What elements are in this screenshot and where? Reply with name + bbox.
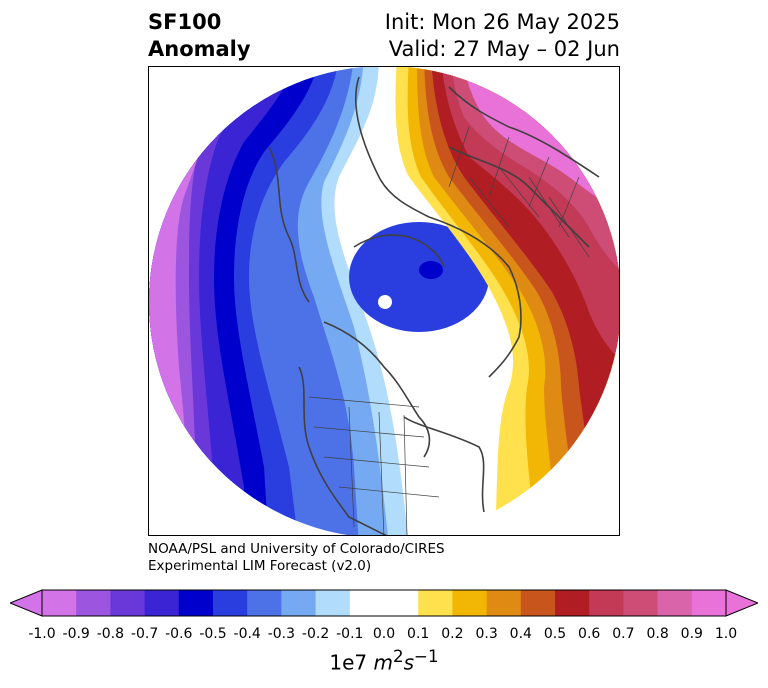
colorbar-tick-label: -0.3 — [267, 626, 296, 642]
colorbar-tick-label: 0.4 — [509, 626, 532, 642]
colorbar-tick-label: -0.6 — [165, 626, 193, 642]
colorbar-tick-label: 0.1 — [407, 626, 430, 642]
unit-s: s — [403, 650, 415, 675]
colorbar-segment — [384, 590, 419, 616]
colorbar-segment — [213, 590, 248, 616]
colorbar-segment — [144, 590, 180, 616]
colorbar-tick-label: -0.9 — [62, 626, 90, 642]
colorbar-tick-label: 0.3 — [475, 626, 498, 642]
colorbar-segment — [589, 590, 624, 616]
colorbar-tick-label: -0.4 — [233, 626, 261, 642]
colorbar-segment — [486, 590, 522, 616]
unit-m-exp: 2 — [393, 647, 404, 666]
credit-line-1: NOAA/PSL and University of Colorado/CIRE… — [148, 541, 445, 557]
colorbar-segment — [555, 590, 590, 616]
credit: NOAA/PSL and University of Colorado/CIRE… — [148, 541, 445, 575]
colorbar-segment — [315, 590, 351, 616]
colorbar-segment — [657, 590, 693, 616]
variable-subtitle: Anomaly — [148, 37, 251, 61]
colorbar-segment — [42, 590, 77, 616]
colorbar-segment — [452, 590, 488, 616]
colorbar-outline — [41, 589, 727, 617]
map-svg — [149, 67, 619, 535]
title-left: SF100 Anomaly — [148, 9, 251, 63]
colorbar-extend-under — [10, 589, 43, 617]
colorbar-tick-label: 0.8 — [646, 626, 669, 642]
colorbar-tick-label: 1.0 — [714, 626, 738, 642]
colorbar-segment — [623, 590, 659, 616]
colorbar-tick-label: 0.9 — [680, 626, 703, 642]
colorbar-segment — [281, 590, 317, 616]
colorbar-tick-label: -0.7 — [130, 626, 159, 642]
colorbar-segment — [418, 590, 453, 616]
colorbar-tick-label: -0.1 — [336, 626, 364, 642]
colorbar-segment — [110, 590, 146, 616]
variable-name: SF100 — [148, 10, 222, 34]
colorbar-segment — [247, 590, 282, 616]
colorbar-segment — [349, 590, 385, 616]
colorbar-segment — [178, 590, 214, 616]
colorbar-tick-label: 0.2 — [441, 626, 464, 642]
coastlines — [268, 76, 600, 535]
colorbar-tick-label: -0.8 — [96, 626, 125, 642]
polar-map — [148, 66, 620, 536]
colorbar-segment — [691, 590, 727, 616]
colorbar-segment — [76, 590, 111, 616]
unit-m: m — [373, 650, 393, 675]
political-borders — [308, 126, 590, 535]
colorbar-tick-label: 0.5 — [543, 626, 567, 642]
anomaly-field — [149, 67, 619, 535]
colorbar-ticks: -1.0 -0.9 -0.8 -0.7 -0.6 -0.5 -0.4 -0.3 -0.2 -0.1… — [0, 626, 768, 644]
colorbar-tick-label: -0.5 — [199, 626, 227, 642]
colorbar-tick-label: 0.7 — [612, 626, 635, 642]
unit-base: 1e7 — [329, 650, 368, 675]
unit-s-exp: −1 — [414, 647, 439, 666]
credit-line-2: Experimental LIM Forecast (v2.0) — [148, 558, 372, 574]
colorbar — [10, 589, 758, 617]
colorbar-unit: 1e7 m2s−1 — [0, 647, 768, 675]
title-right: Init: Mon 26 May 2025 Valid: 27 May – 02… — [385, 9, 620, 63]
colorbar-tick-label: -1.0 — [28, 626, 56, 642]
valid-range: Valid: 27 May – 02 Jun — [388, 37, 620, 61]
colorbar-extend-over — [725, 589, 758, 617]
colorbar-tick-label: 0.6 — [578, 626, 601, 642]
colorbar-segments — [42, 590, 727, 616]
init-date: Init: Mon 26 May 2025 — [384, 10, 620, 34]
colorbar-tick-label: -0.2 — [301, 626, 330, 642]
colorbar-tick-label: 0.0 — [372, 626, 396, 642]
colorbar-segment — [520, 590, 556, 616]
